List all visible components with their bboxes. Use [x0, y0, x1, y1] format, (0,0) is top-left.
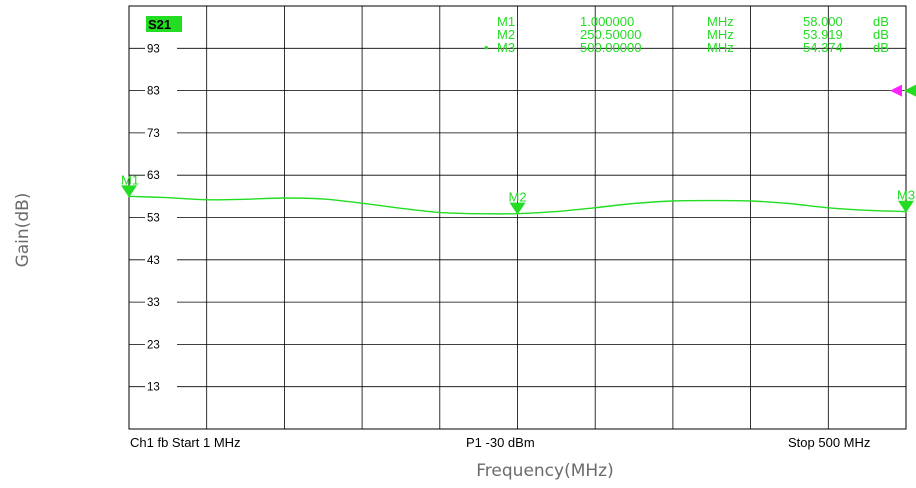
y-tick-label: 33: [147, 297, 160, 309]
y-tick-label: 53: [147, 213, 160, 225]
marker-m2-freq: 250.50000: [580, 27, 641, 42]
trace-label-bg: [146, 16, 182, 32]
marker-m2-value-unit: dB: [873, 27, 889, 42]
x-axis-title: Frequency(MHz): [476, 461, 613, 481]
marker-m3-value: 54.374: [803, 40, 843, 55]
marker-m1-id: M1: [497, 14, 515, 29]
marker-m3-triangle[interactable]: [898, 200, 914, 213]
marker-m3-label: M3: [897, 188, 915, 203]
marker-m1-freq-unit: MHz: [707, 14, 734, 29]
y-axis-title: Gain(dB): [13, 193, 33, 268]
y-tick-labels: 93 83 73 63 53 43 33 23 13: [145, 42, 177, 394]
y-tick-bg: [145, 169, 177, 182]
reference-level-arrow[interactable]: [890, 84, 902, 97]
y-tick-label: 63: [147, 170, 160, 182]
marker-m2-triangle[interactable]: [509, 202, 526, 215]
marker-m1-value-unit: dB: [873, 14, 889, 29]
marker-m3-id: M3: [497, 40, 515, 55]
y-tick-bg: [145, 84, 177, 97]
marker-m3-value-unit: dB: [873, 40, 889, 55]
y-tick-bg: [145, 126, 177, 139]
y-tick-label: 13: [147, 382, 160, 394]
y-tick-bg: [145, 380, 177, 393]
y-tick-label: 23: [147, 339, 160, 351]
marker-m1-value: 58.000: [803, 14, 843, 29]
marker-m2-value: 53.919: [803, 27, 843, 42]
markers: M1 M2 M3: [121, 84, 916, 215]
y-tick-bg: [145, 296, 177, 309]
footer-stop: Stop 500 MHz: [788, 435, 870, 450]
marker-m1-freq: 1.000000: [580, 14, 634, 29]
y-tick-label: 43: [147, 255, 160, 267]
y-tick-bg: [145, 211, 177, 224]
trace-scale-arrow[interactable]: [904, 84, 916, 97]
marker-m1-label: M1: [121, 172, 139, 187]
y-tick-bg: [145, 253, 177, 266]
marker-m3-freq-unit: MHz: [707, 40, 734, 55]
marker-m2-label: M2: [509, 190, 527, 205]
marker-m2-id: M2: [497, 27, 515, 42]
active-marker-bullet: •: [484, 40, 489, 55]
grid: [128, 5, 907, 430]
y-tick-label: 93: [147, 43, 160, 55]
footer-start: Ch1 fb Start 1 MHz: [130, 435, 241, 450]
y-tick-bg: [145, 42, 177, 55]
marker-m3-freq: 500.00000: [580, 40, 641, 55]
footer-power: P1 -30 dBm: [466, 435, 535, 450]
trace-label[interactable]: S21: [148, 17, 171, 32]
marker-m2-freq-unit: MHz: [707, 27, 734, 42]
y-tick-bg: [145, 338, 177, 351]
marker-table: M1 1.000000 MHz 58.000 dB M2 250.50000 MHz 53.91…: [484, 14, 889, 55]
y-tick-label: 73: [147, 128, 160, 140]
marker-m1-triangle[interactable]: [121, 185, 137, 198]
y-tick-label: 83: [147, 86, 160, 98]
